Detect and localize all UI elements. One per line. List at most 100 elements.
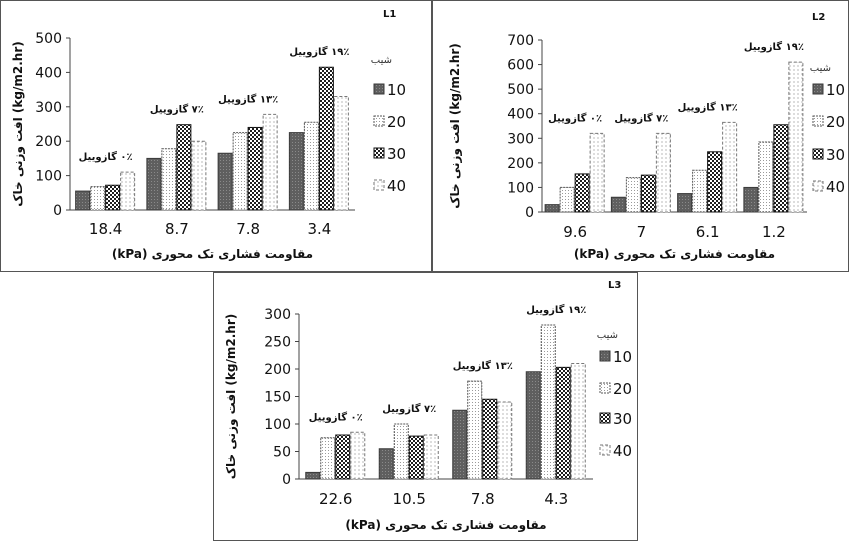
chart-l1: 0 100 200 300 400 500 18.4 ۰٪ گازوییل 8.7 ۷٪ گازو… xyxy=(0,0,432,272)
bar-40-6.1 xyxy=(722,121,738,213)
legend-title: شیب xyxy=(371,55,392,66)
legend-swatch-10 xyxy=(812,83,824,95)
bar-10-10.5 xyxy=(378,448,394,480)
x-tick-label: 7 xyxy=(637,223,647,241)
legend-label-20: 20 xyxy=(826,113,845,131)
bar-10-7.8 xyxy=(452,409,468,480)
bar-group-annotation: ۱۳٪ گازوییل xyxy=(218,92,278,105)
bar-group-annotation: ۱۹٪ گازوییل xyxy=(744,40,804,53)
bar-20-9.6 xyxy=(559,186,575,213)
bar-30-3.4 xyxy=(318,66,334,211)
y-tick-label: 150 xyxy=(264,390,291,406)
bar-group-annotation: ۰٪ گازوییل xyxy=(548,111,602,124)
x-tick-label: 22.6 xyxy=(319,490,352,508)
y-tick-label: 300 xyxy=(35,100,62,116)
bar-30-7 xyxy=(640,174,656,213)
y-tick-label: 200 xyxy=(507,156,534,172)
legend-label-30: 30 xyxy=(387,145,406,163)
x-tick-label: 3.4 xyxy=(307,220,331,238)
bar-10-18.4 xyxy=(75,190,91,211)
y-tick-label: 200 xyxy=(264,362,291,378)
bar-40-3.4 xyxy=(333,95,349,211)
x-axis-label: مقاومت فشاری تک محوری (kPa) xyxy=(345,518,546,533)
bar-10-4.3 xyxy=(525,371,541,480)
y-tick-label: 500 xyxy=(507,82,534,98)
legend-title: شیب xyxy=(810,63,831,74)
y-tick-label: 400 xyxy=(507,107,534,123)
legend-swatch-10 xyxy=(599,350,611,362)
y-tick-label: 0 xyxy=(525,205,534,221)
bar-group-annotation: ۱۹٪ گازوییل xyxy=(289,45,349,58)
bar-40-7 xyxy=(655,132,671,213)
y-tick-label: 100 xyxy=(35,169,62,185)
x-tick-label: 8.7 xyxy=(165,220,189,238)
legend-title: شیب xyxy=(597,330,618,341)
y-tick-label: 100 xyxy=(264,417,291,433)
chart-title: L2 xyxy=(812,12,825,23)
y-tick-label: 300 xyxy=(507,131,534,147)
bar-30-7.8 xyxy=(247,126,263,211)
chart-title: L3 xyxy=(608,280,621,291)
legend-label-20: 20 xyxy=(613,380,632,398)
bar-30-4.3 xyxy=(555,366,571,480)
legend-label-30: 30 xyxy=(826,146,845,164)
y-tick-label: 400 xyxy=(35,65,62,81)
bar-40-7.8 xyxy=(497,401,513,480)
bar-30-6.1 xyxy=(707,151,723,213)
y-axis-label: افت وزنی خاک (kg/m2.hr) xyxy=(224,314,239,479)
legend-swatch-30 xyxy=(373,147,385,159)
bar-30-10.5 xyxy=(408,435,424,480)
bar-30-22.6 xyxy=(335,434,351,480)
legend-label-10: 10 xyxy=(387,81,406,99)
bar-group-annotation: ۷٪ گازوییل xyxy=(382,402,436,415)
y-tick-label: 0 xyxy=(53,203,62,219)
bar-10-22.6 xyxy=(305,471,321,480)
bar-20-4.3 xyxy=(540,324,556,480)
legend-label-40: 40 xyxy=(613,442,632,460)
bar-40-18.4 xyxy=(120,171,136,211)
bar-20-7.8 xyxy=(467,380,483,480)
x-tick-label: 10.5 xyxy=(393,490,426,508)
bar-10-1.2 xyxy=(743,186,759,213)
legend-swatch-30 xyxy=(812,148,824,160)
bar-20-7 xyxy=(625,177,641,213)
legend-swatch-30 xyxy=(599,412,611,424)
chart-panel-l3: 0 50 100 150 200 250 300 22.6 ۰٪ گازوییل 10.5 ۷٪ گ… xyxy=(213,272,638,541)
y-tick-label: 250 xyxy=(264,335,291,351)
x-axis-label: مقاومت فشاری تک محوری (kPa) xyxy=(112,247,313,262)
y-tick-label: 700 xyxy=(507,33,534,49)
x-tick-label: 18.4 xyxy=(89,220,122,238)
bar-group-annotation: ۰٪ گازوییل xyxy=(309,410,363,423)
y-tick-label: 0 xyxy=(282,472,291,488)
legend-label-40: 40 xyxy=(387,177,406,195)
legend-swatch-20 xyxy=(812,115,824,127)
y-tick-label: 200 xyxy=(35,134,62,150)
bar-40-4.3 xyxy=(570,363,586,480)
x-axis-label: مقاومت فشاری تک محوری (kPa) xyxy=(574,247,775,262)
bar-30-18.4 xyxy=(105,184,121,211)
legend-swatch-40 xyxy=(373,179,385,191)
bar-10-7 xyxy=(610,196,626,213)
legend-label-40: 40 xyxy=(826,178,845,196)
chart-title: L1 xyxy=(383,9,396,20)
bar-group-annotation: ۱۹٪ گازوییل xyxy=(526,303,586,316)
y-tick-label: 600 xyxy=(507,58,534,74)
bar-group-annotation: ۱۳٪ گازوییل xyxy=(453,359,513,372)
legend-label-30: 30 xyxy=(613,410,632,428)
bar-group-annotation: ۷٪ گازوییل xyxy=(150,103,204,116)
legend-swatch-20 xyxy=(373,115,385,127)
legend-swatch-40 xyxy=(599,444,611,456)
legend-swatch-20 xyxy=(599,382,611,394)
chart-panel-l2: 0 100 200 300 400 500 600 700 9.6 ۰٪ گازوییل 7 ۷٪ گ… xyxy=(432,0,849,272)
bar-40-9.6 xyxy=(589,132,605,213)
bar-10-9.6 xyxy=(544,204,560,213)
bar-20-18.4 xyxy=(90,186,106,211)
x-tick-label: 9.6 xyxy=(563,223,587,241)
bar-40-1.2 xyxy=(788,61,804,213)
x-tick-label: 4.3 xyxy=(544,490,568,508)
bar-40-10.5 xyxy=(423,434,439,480)
y-tick-label: 300 xyxy=(264,307,291,323)
bar-10-7.8 xyxy=(217,152,233,211)
bar-20-3.4 xyxy=(303,121,319,211)
legend-label-10: 10 xyxy=(826,81,845,99)
